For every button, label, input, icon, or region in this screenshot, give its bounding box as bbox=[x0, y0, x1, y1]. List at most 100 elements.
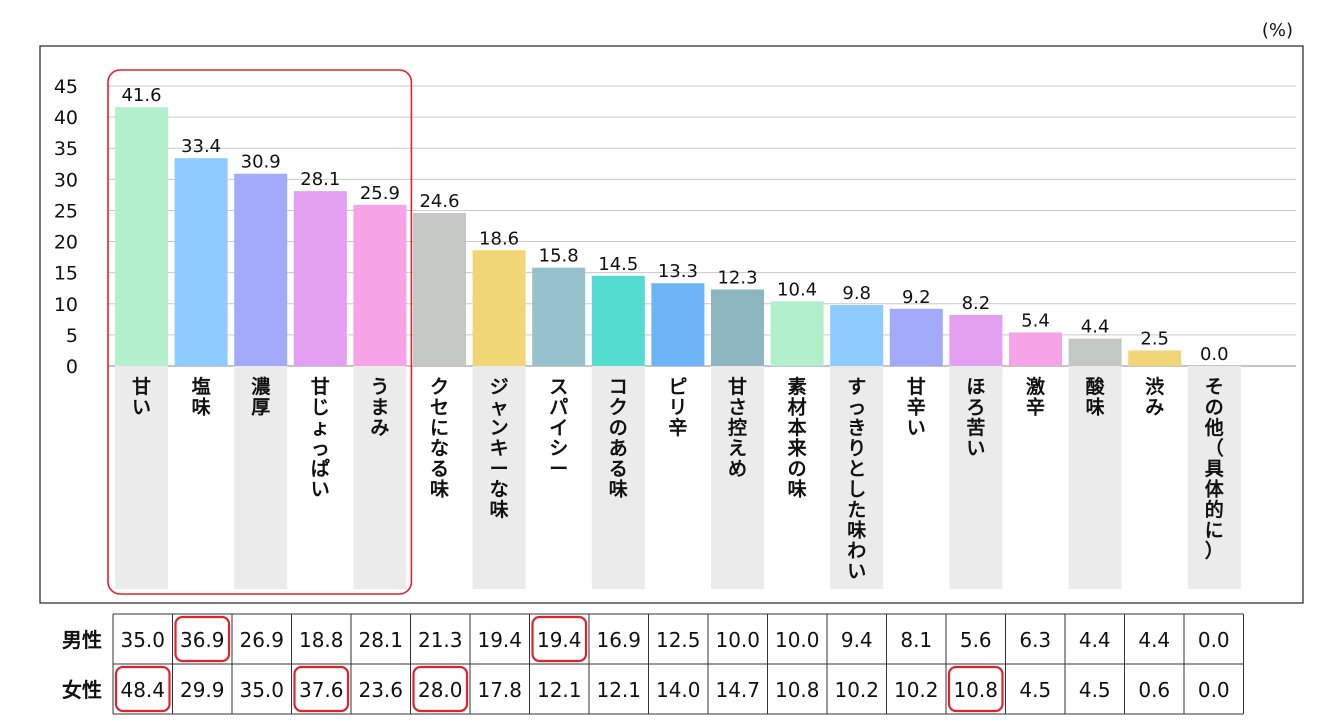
table-cell: 16.9 bbox=[596, 628, 641, 652]
table-cell: 28.1 bbox=[358, 628, 403, 652]
bar bbox=[1068, 338, 1122, 366]
category-label: クセになる味 bbox=[430, 376, 449, 501]
bar bbox=[949, 314, 1003, 366]
table-cell: 14.7 bbox=[715, 678, 760, 702]
table-cell-highlight bbox=[114, 665, 171, 713]
category-background bbox=[472, 366, 526, 589]
table-cell: 37.6 bbox=[299, 678, 344, 702]
table-cell: 28.0 bbox=[418, 678, 463, 702]
y-tick-label: 20 bbox=[54, 232, 78, 254]
table-cell-highlight bbox=[531, 615, 588, 663]
value-label: 13.3 bbox=[658, 261, 698, 282]
category-label: ほろ苦い bbox=[966, 376, 985, 460]
unit-label: (%) bbox=[1262, 20, 1293, 41]
category-background bbox=[234, 366, 288, 589]
value-label: 10.4 bbox=[777, 279, 817, 300]
category-label: 甘辛い bbox=[907, 376, 926, 439]
category-label: 塩味 bbox=[192, 375, 211, 419]
table-cell-highlight bbox=[293, 665, 350, 713]
value-label: 25.9 bbox=[360, 183, 400, 204]
bar bbox=[115, 107, 168, 367]
table-cell: 26.9 bbox=[239, 628, 284, 652]
y-tick-label: 15 bbox=[54, 263, 78, 285]
table-cell: 10.2 bbox=[834, 678, 879, 702]
table-cell: 0.6 bbox=[1138, 678, 1170, 702]
value-label: 2.5 bbox=[1140, 328, 1169, 349]
value-label: 12.3 bbox=[717, 267, 757, 288]
table-cell-highlight bbox=[947, 665, 1004, 713]
category-label: その他（具体的に） bbox=[1204, 376, 1225, 562]
table-cell: 14.0 bbox=[656, 678, 701, 702]
value-label: 24.6 bbox=[419, 191, 459, 212]
table-cell: 12.5 bbox=[656, 628, 701, 652]
table-cell: 4.4 bbox=[1079, 628, 1111, 652]
y-tick-label: 0 bbox=[66, 356, 78, 378]
category-background bbox=[830, 366, 884, 589]
category-background bbox=[353, 366, 407, 589]
table-cell: 10.0 bbox=[715, 628, 760, 652]
value-label: 41.6 bbox=[121, 85, 161, 106]
table-cell: 4.5 bbox=[1079, 678, 1111, 702]
category-background bbox=[949, 366, 1003, 589]
table-cell: 9.4 bbox=[841, 628, 873, 652]
y-axis-ticks: 0 5 10 15 20 25 30 35 40 45 bbox=[54, 76, 78, 378]
table-cell: 0.0 bbox=[1198, 628, 1230, 652]
category-background bbox=[115, 366, 168, 589]
y-tick-label: 30 bbox=[54, 169, 78, 191]
value-label: 0.0 bbox=[1200, 344, 1229, 365]
category-background bbox=[1068, 366, 1122, 589]
bar bbox=[770, 301, 824, 366]
table-row-label: 女性 bbox=[62, 678, 102, 702]
table-cell: 5.6 bbox=[960, 628, 992, 652]
category-backgrounds bbox=[115, 366, 1241, 589]
bars bbox=[115, 107, 1182, 367]
table-cell: 10.0 bbox=[775, 628, 820, 652]
table-cell: 35.0 bbox=[120, 628, 165, 652]
table-cell: 19.4 bbox=[477, 628, 522, 652]
table-cell: 4.4 bbox=[1138, 628, 1170, 652]
category-label: 甘じょっぱい bbox=[311, 376, 330, 501]
bar bbox=[532, 267, 586, 366]
bar bbox=[472, 250, 526, 366]
table-cell: 10.2 bbox=[894, 678, 939, 702]
table-cell-highlight bbox=[174, 615, 231, 663]
table-cell: 36.9 bbox=[180, 628, 225, 652]
value-label: 30.9 bbox=[241, 152, 281, 173]
table-cell: 29.9 bbox=[180, 678, 225, 702]
bar bbox=[1009, 332, 1062, 366]
table-cell: 12.1 bbox=[537, 678, 582, 702]
category-label: コクのある味 bbox=[609, 376, 628, 501]
category-background bbox=[591, 366, 645, 589]
value-label: 14.5 bbox=[598, 254, 638, 275]
table-cell: 48.4 bbox=[120, 678, 165, 702]
table-cell: 35.0 bbox=[239, 678, 284, 702]
category-background bbox=[711, 366, 764, 589]
gender-table: 男性 35.0 36.9 26.9 18.8 28.1 21.3 19.4 19.4 16.9 12… bbox=[62, 613, 1244, 715]
value-label: 9.8 bbox=[842, 283, 871, 304]
category-label: 激辛 bbox=[1026, 375, 1045, 419]
y-tick-label: 45 bbox=[54, 76, 78, 98]
value-labels: 41.6 33.4 30.9 28.1 25.9 24.6 18.6 15.8 14.5 13.3… bbox=[121, 85, 1228, 365]
category-label: すっきりとした味わい bbox=[847, 376, 866, 583]
y-tick-label: 10 bbox=[54, 294, 78, 316]
table-cell: 10.8 bbox=[775, 678, 820, 702]
bar bbox=[234, 173, 288, 366]
table-cell: 18.8 bbox=[299, 628, 344, 652]
table-cell: 6.3 bbox=[1019, 628, 1051, 652]
value-label: 15.8 bbox=[539, 246, 579, 267]
value-label: 4.4 bbox=[1081, 317, 1110, 338]
table-cell: 12.1 bbox=[596, 678, 641, 702]
value-label: 18.6 bbox=[479, 228, 519, 249]
table-cell: 19.4 bbox=[537, 628, 582, 652]
highlight-box-outline bbox=[107, 69, 413, 595]
value-label: 8.2 bbox=[962, 293, 991, 314]
value-label: 28.1 bbox=[300, 169, 340, 190]
table-cell: 0.0 bbox=[1198, 678, 1230, 702]
category-label: 渋み bbox=[1145, 375, 1164, 419]
category-label: 甘い bbox=[132, 376, 151, 419]
table-cell: 23.6 bbox=[358, 678, 403, 702]
category-label: 酸味 bbox=[1086, 375, 1106, 419]
bar bbox=[293, 191, 347, 366]
